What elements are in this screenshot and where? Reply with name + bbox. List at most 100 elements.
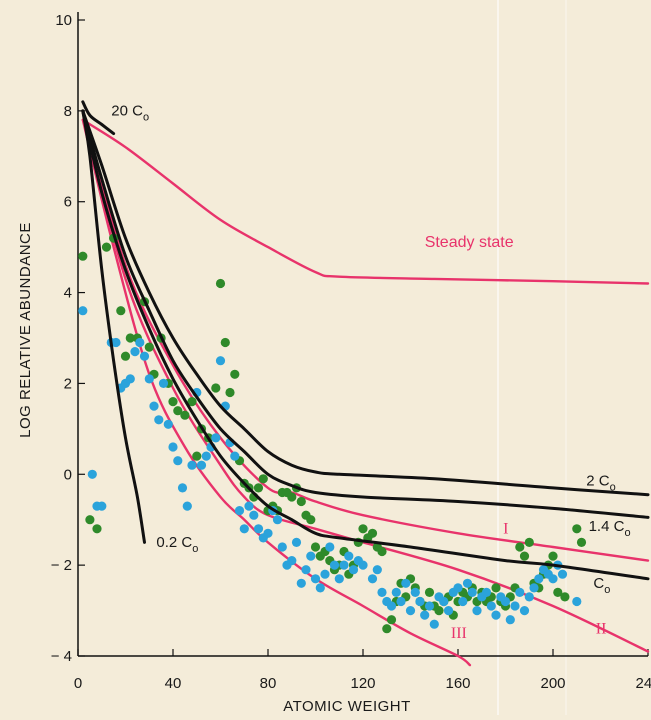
blue-data-point: [301, 565, 311, 575]
blue-data-point: [415, 596, 425, 607]
annotation-subscript: o: [610, 482, 616, 494]
blue-data-point: [572, 596, 582, 607]
blue-data-point: [158, 378, 169, 388]
y-tick-label: − 4: [51, 648, 72, 665]
blue-data-point: [348, 565, 359, 575]
green-data-point: [253, 483, 264, 493]
x-tick-label: 160: [445, 675, 470, 692]
x-tick-label: 200: [540, 675, 565, 692]
blue-data-point: [139, 351, 150, 361]
annotation-text: Steady state: [425, 234, 514, 251]
blue-data-point: [377, 587, 387, 598]
annotation-text: 2 C: [586, 473, 610, 490]
blue-data-point: [344, 551, 354, 561]
blue-data-point: [87, 469, 97, 479]
y-tick-label: − 2: [51, 557, 72, 574]
blue-data-point: [439, 596, 449, 607]
blue-data-point: [187, 460, 197, 470]
y-tick-label: 10: [55, 12, 72, 29]
green-data-point: [553, 587, 563, 598]
green-data-point: [144, 342, 154, 352]
x-tick-label: 80: [260, 675, 277, 692]
green-data-point: [101, 242, 112, 252]
blue-data-point: [296, 578, 306, 588]
green-data-point: [296, 496, 306, 507]
model-curve-2: [81, 109, 650, 497]
green-data-point: [215, 278, 226, 289]
blue-data-point: [149, 401, 159, 411]
blue-data-point: [320, 569, 330, 579]
green-data-point: [572, 524, 582, 534]
y-tick-label: 0: [64, 466, 72, 483]
blue-data-point: [111, 337, 121, 348]
blue-data-point: [230, 451, 240, 461]
blue-data-point: [249, 510, 259, 520]
pink-curve-0: [81, 118, 650, 285]
green-data-point: [515, 542, 525, 552]
green-data-point: [168, 397, 178, 407]
x-tick-label: 120: [350, 675, 375, 692]
blue-data-point: [548, 574, 558, 584]
green-data-point: [225, 387, 235, 398]
green-data-point: [548, 551, 558, 561]
green-data-point: [187, 397, 197, 407]
annotation-subscript: o: [143, 111, 149, 123]
blue-data-point: [429, 619, 439, 629]
green-data-point: [192, 451, 202, 461]
x-tick-label: 240: [635, 675, 651, 692]
model-curve-4: [81, 109, 650, 581]
green-data-point: [258, 474, 268, 484]
green-data-point: [78, 251, 88, 261]
blue-data-point: [339, 560, 349, 570]
blue-data-point: [481, 587, 492, 598]
green-data-point: [92, 524, 102, 534]
green-data-point: [306, 515, 316, 525]
annotation-text: 1.4 C: [589, 518, 625, 535]
blue-data-point: [325, 542, 335, 552]
x-tick-label: 40: [165, 675, 182, 692]
green-data-point: [434, 606, 444, 616]
annotation-label: 0.2 Co: [156, 534, 198, 555]
annotation-label: Steady state: [425, 234, 514, 251]
model-curve-1: [81, 109, 146, 544]
blue-data-point: [329, 560, 340, 570]
blue-data-point: [215, 356, 226, 366]
blue-data-point: [529, 583, 539, 593]
blue-data-point: [168, 442, 178, 452]
green-data-point: [519, 551, 530, 561]
green-data-point: [382, 624, 392, 634]
annotation-label: II: [596, 620, 607, 637]
blue-data-point: [505, 615, 515, 625]
annotation-subscript: o: [192, 543, 198, 555]
blue-data-point: [177, 483, 188, 493]
annotation-text: III: [451, 625, 467, 642]
blue-data-point: [510, 601, 520, 611]
annotation-text: I: [503, 520, 508, 537]
blue-data-point: [130, 347, 140, 357]
y-axis-title: LOG RELATIVE ABUNDANCE: [17, 222, 34, 438]
green-data-point: [386, 615, 397, 625]
blue-data-point: [367, 574, 378, 584]
green-data-point: [220, 337, 230, 348]
green-data-point: [524, 537, 534, 548]
blue-data-point: [287, 556, 297, 566]
green-data-point: [358, 524, 368, 534]
green-data-point: [560, 592, 570, 602]
blue-data-point: [263, 528, 273, 538]
blue-data-point: [310, 574, 321, 584]
y-tick-label: 6: [64, 194, 72, 211]
green-data-point: [125, 333, 135, 343]
blue-data-point: [386, 601, 397, 611]
blue-data-point: [125, 374, 135, 384]
blue-data-point: [372, 565, 382, 575]
green-data-point: [120, 351, 131, 361]
annotation-label: 20 Co: [111, 102, 149, 123]
annotation-text: 0.2 C: [156, 534, 192, 551]
blue-data-point: [486, 601, 496, 611]
annotation-label: III: [451, 625, 467, 642]
annotation-label: 2 Co: [586, 473, 615, 494]
blue-data-point: [272, 515, 283, 525]
green-data-point: [377, 546, 387, 557]
